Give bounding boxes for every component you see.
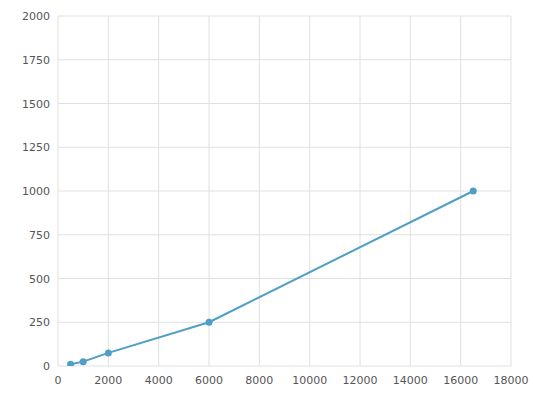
y-tick-label: 250 <box>29 316 50 329</box>
data-point <box>105 349 112 356</box>
y-grid-line <box>58 147 511 148</box>
x-tick-label: 10000 <box>292 374 327 387</box>
x-tick-label: 18000 <box>494 374 529 387</box>
axes: 0200040006000800010000120001400016000180… <box>22 10 529 387</box>
x-tick-label: 14000 <box>393 374 428 387</box>
y-tick-label: 2000 <box>22 10 50 23</box>
x-tick-label: 2000 <box>94 374 122 387</box>
y-grid-line <box>58 322 511 323</box>
x-tick-label: 12000 <box>343 374 378 387</box>
y-tick-label: 750 <box>29 229 50 242</box>
y-grid-line <box>58 366 511 367</box>
x-tick-label: 6000 <box>195 374 223 387</box>
data-point <box>206 319 213 326</box>
plot-area <box>67 188 477 367</box>
data-point <box>80 358 87 365</box>
y-grid-line <box>58 16 511 17</box>
y-tick-label: 1500 <box>22 98 50 111</box>
y-grid-line <box>58 191 511 192</box>
y-tick-label: 1250 <box>22 141 50 154</box>
series-line <box>71 191 474 364</box>
data-point <box>67 361 74 366</box>
x-tick-label: 8000 <box>245 374 273 387</box>
y-tick-label: 0 <box>43 360 50 373</box>
y-grid-line <box>58 103 511 104</box>
x-tick-label: 16000 <box>443 374 478 387</box>
y-grid-line <box>58 234 511 235</box>
chart-container: 0200040006000800010000120001400016000180… <box>0 0 533 400</box>
y-tick-label: 1000 <box>22 185 50 198</box>
chart-svg: 0200040006000800010000120001400016000180… <box>0 0 533 400</box>
x-tick-label: 4000 <box>145 374 173 387</box>
y-tick-label: 1750 <box>22 54 50 67</box>
y-tick-label: 500 <box>29 273 50 286</box>
data-point <box>470 188 477 195</box>
x-tick-label: 0 <box>55 374 62 387</box>
y-grid-line <box>58 59 511 60</box>
y-grid-line <box>58 278 511 279</box>
grid <box>58 16 511 366</box>
